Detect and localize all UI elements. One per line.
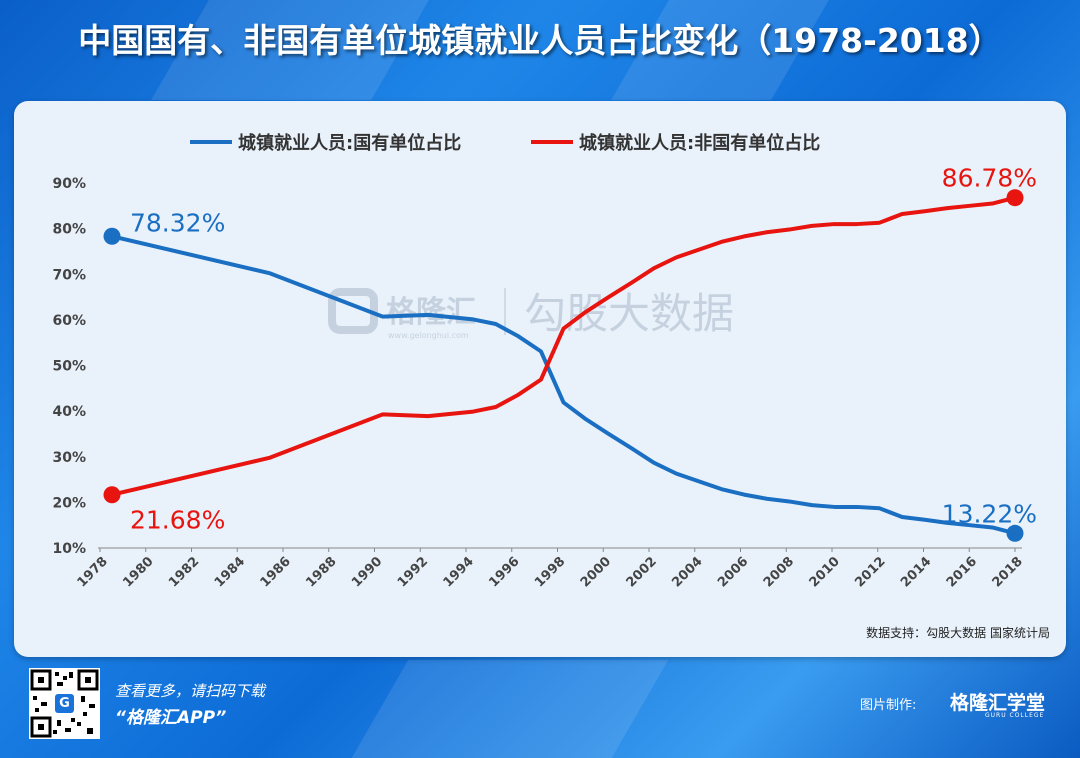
x-tick-label: 2004 — [669, 554, 705, 590]
watermark-brand: 格隆汇 — [386, 295, 476, 330]
qr-pattern — [30, 669, 99, 738]
data-label: 86.78% — [942, 164, 1037, 193]
x-tick-label: 2016 — [944, 554, 980, 590]
y-axis: 10% 20% 30% 40% 50% 60% 70% 80% 90% — [52, 176, 86, 557]
chart-legend: 城镇就业人员:国有单位占比 城镇就业人员:非国有单位占比 — [190, 132, 820, 154]
x-tick-label: 1980 — [120, 554, 156, 590]
app-logo-icon: G — [55, 694, 74, 713]
x-tick-label: 2010 — [807, 554, 843, 590]
x-tick-label: 1994 — [441, 554, 477, 590]
endpoint-marker — [1006, 189, 1024, 207]
page-title: 中国国有、非国有单位城镇就业人员占比变化（1978-2018） — [78, 21, 1002, 60]
y-tick-label: 20% — [52, 495, 86, 511]
x-tick-label: 1986 — [258, 554, 294, 590]
x-tick-label: 1978 — [75, 554, 111, 590]
y-tick-label: 80% — [52, 222, 86, 238]
endpoint-marker — [1006, 524, 1024, 542]
brand-name: 格隆汇学堂 — [950, 692, 1046, 714]
qr-code[interactable]: G — [29, 668, 100, 739]
x-tick-label: 1984 — [212, 554, 248, 590]
data-source: 数据支持：勾股大数据 国家统计局 — [866, 626, 1050, 640]
x-tick-label: 2000 — [578, 554, 614, 590]
series-line-state — [110, 234, 1017, 536]
watermark-url: www.gelonghui.com — [388, 331, 469, 340]
x-tick-label: 1996 — [486, 554, 522, 590]
series-line-nonstate — [110, 195, 1017, 497]
x-tick-label: 2012 — [852, 554, 888, 590]
data-label: 21.68% — [130, 506, 225, 535]
y-tick-label: 10% — [52, 541, 86, 557]
promo-app-name: “格隆汇APP” — [115, 708, 227, 728]
promo-text: 查看更多，请扫码下载 — [115, 682, 266, 700]
x-axis: 1978 1980 1982 1984 1986 1988 1990 1992 1994 1996… — [75, 547, 1026, 590]
watermark-logo-icon — [328, 288, 378, 334]
annotations: 78.32% 13.22% 21.68% 86.78% — [130, 164, 1037, 535]
brand-subtitle: GURU COLLEGE — [985, 712, 1045, 719]
y-tick-label: 70% — [52, 267, 86, 283]
x-tick-label: 2006 — [715, 554, 751, 590]
legend-label-state: 城镇就业人员:国有单位占比 — [238, 132, 461, 154]
x-tick-label: 2008 — [761, 554, 797, 590]
y-tick-label: 50% — [52, 359, 86, 375]
y-tick-label: 30% — [52, 450, 86, 466]
x-tick-label: 1990 — [349, 554, 385, 590]
x-tick-label: 1982 — [166, 554, 202, 590]
x-tick-label: 1988 — [303, 554, 339, 590]
legend-label-nonstate: 城镇就业人员:非国有单位占比 — [579, 132, 820, 154]
y-tick-label: 60% — [52, 313, 86, 329]
watermark: 格隆汇 www.gelonghui.com 勾股大数据 — [328, 288, 734, 340]
endpoint-marker — [103, 227, 121, 245]
y-tick-label: 40% — [52, 404, 86, 420]
data-label: 13.22% — [942, 499, 1037, 528]
x-tick-label: 1998 — [532, 554, 568, 590]
maker-label: 图片制作: — [860, 698, 917, 713]
x-tick-label: 1992 — [395, 554, 431, 590]
x-tick-label: 2014 — [898, 554, 934, 590]
endpoint-marker — [103, 486, 121, 504]
y-tick-label: 90% — [52, 176, 86, 192]
series-lines — [103, 189, 1024, 542]
watermark-product: 勾股大数据 — [524, 289, 734, 338]
x-tick-label: 2018 — [990, 554, 1026, 590]
x-tick-label: 2002 — [624, 554, 660, 590]
data-label: 78.32% — [130, 208, 225, 237]
